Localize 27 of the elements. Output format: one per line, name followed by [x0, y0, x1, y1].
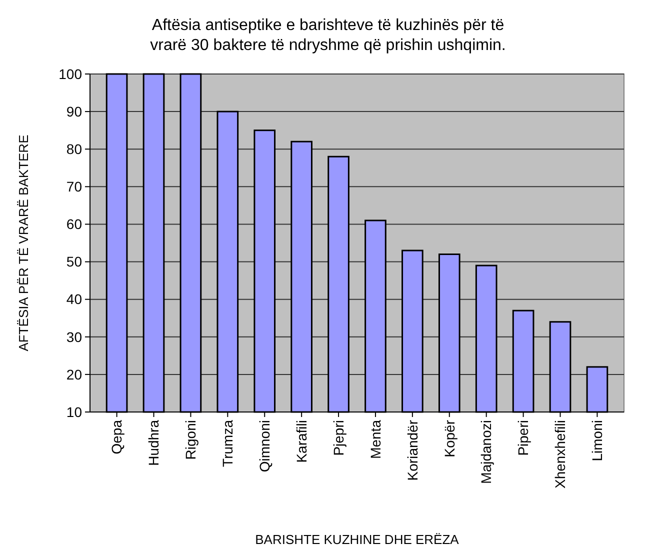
y-tick-label: 20	[66, 366, 82, 382]
x-tick-label: Koriandër	[404, 420, 420, 481]
x-tick-label: Limoni	[589, 420, 606, 462]
y-tick-label: 60	[66, 216, 82, 232]
x-tick-label: Xhenxhefili	[552, 420, 568, 488]
x-tick-label: Kopër	[441, 420, 458, 458]
y-tick-label: 10	[66, 404, 82, 420]
x-tick-label: Trumza	[220, 420, 236, 467]
x-tick-label: Qepa	[108, 420, 125, 454]
x-tick-label: Karafili	[293, 420, 310, 463]
x-tick-label: Pjepri	[330, 420, 346, 456]
y-axis-title: AFTËSIA PËR TË VRARË BAKTERE	[16, 134, 31, 352]
x-tick-label: Rigoni	[182, 420, 199, 460]
y-tick-label: 80	[66, 141, 82, 158]
y-tick-label: 30	[66, 328, 82, 345]
x-axis-title: BARISHTE KUZHINE DHE ERËZA	[255, 532, 460, 547]
y-tick-label: 50	[66, 254, 82, 270]
x-tick-label: Menta	[367, 420, 384, 459]
y-tick-label: 70	[66, 178, 82, 195]
y-tick-label: 100	[58, 66, 82, 82]
y-tick-label: 90	[66, 103, 82, 120]
y-tick-label: 40	[66, 291, 82, 308]
x-tick-label: Majdanozi	[478, 420, 494, 484]
x-tick-label: Qimnoni	[256, 420, 273, 472]
x-tick-label: Piperi	[515, 420, 532, 456]
x-tick-label: Hudhra	[146, 420, 162, 466]
chart-title: Aftësia antiseptike e barishteve të kuzhinës për të vrarë 30 baktere të ndryshme që prishin ushqimin.	[150, 17, 506, 54]
